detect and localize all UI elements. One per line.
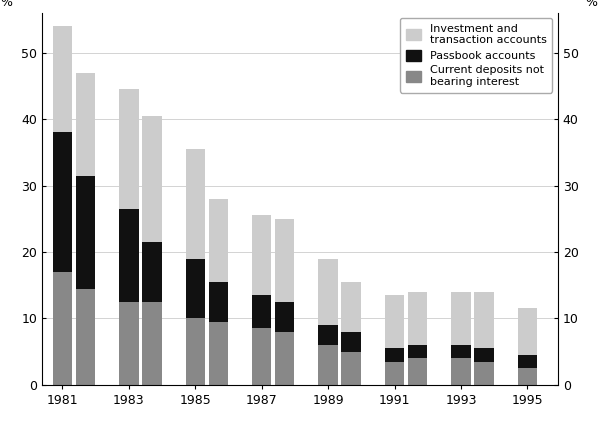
Bar [341, 282, 361, 332]
Bar [408, 345, 427, 358]
Bar [209, 199, 228, 282]
Bar [53, 132, 72, 272]
Bar [518, 308, 537, 355]
Bar [185, 319, 205, 385]
Bar [319, 325, 338, 345]
Bar [142, 116, 161, 242]
Bar [76, 288, 95, 385]
Bar [474, 362, 494, 385]
Bar [76, 176, 95, 288]
Bar [385, 295, 404, 349]
Bar [385, 349, 404, 362]
Legend: Investment and
transaction accounts, Passbook accounts, Current deposits not
bea: Investment and transaction accounts, Pas… [400, 18, 553, 93]
Bar [76, 72, 95, 176]
Bar [518, 355, 537, 368]
Bar [341, 332, 361, 352]
Text: %: % [586, 0, 598, 9]
Bar [275, 219, 295, 302]
Bar [209, 322, 228, 385]
Bar [252, 215, 271, 295]
Bar [185, 258, 205, 319]
Bar [275, 332, 295, 385]
Bar [408, 292, 427, 345]
Bar [518, 368, 537, 385]
Bar [385, 362, 404, 385]
Bar [474, 349, 494, 362]
Bar [319, 345, 338, 385]
Bar [408, 358, 427, 385]
Bar [341, 352, 361, 385]
Bar [142, 302, 161, 385]
Bar [119, 89, 139, 209]
Bar [252, 295, 271, 328]
Bar [142, 242, 161, 302]
Bar [53, 26, 72, 132]
Bar [319, 258, 338, 325]
Bar [275, 302, 295, 332]
Bar [53, 272, 72, 385]
Text: %: % [0, 0, 12, 9]
Bar [252, 328, 271, 385]
Bar [209, 282, 228, 322]
Bar [451, 292, 470, 345]
Bar [119, 209, 139, 302]
Bar [474, 292, 494, 349]
Bar [119, 302, 139, 385]
Bar [185, 149, 205, 258]
Bar [451, 345, 470, 358]
Bar [451, 358, 470, 385]
